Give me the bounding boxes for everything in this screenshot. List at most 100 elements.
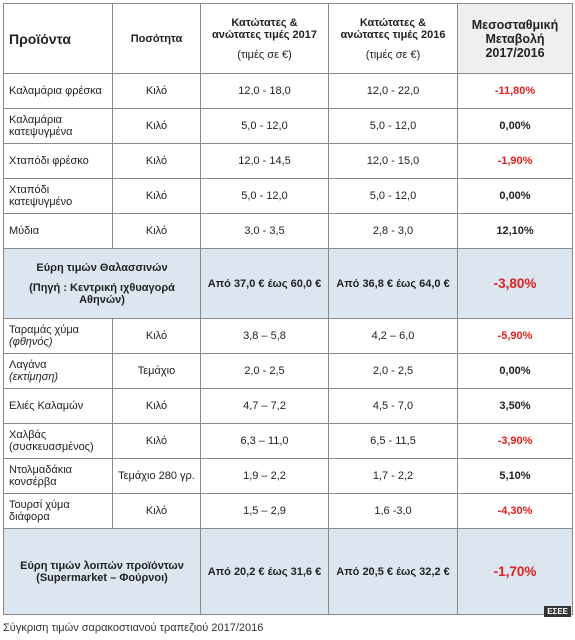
item-row: Μύδια Κιλό 3,0 - 3,5 2,8 - 3,0 12,10% bbox=[3, 213, 573, 249]
range-2016-cell: Από 20,5 € έως 32,2 € bbox=[328, 528, 458, 615]
range-2016-cell: Από 36,8 € έως 64,0 € bbox=[328, 248, 458, 319]
unit-text: (τιμές σε €) bbox=[365, 48, 421, 61]
range-2016-cell: 12,0 - 15,0 bbox=[328, 143, 458, 179]
header-cell: Προϊόντα bbox=[3, 3, 113, 74]
product-cell: Καλαμάρια κατεψυγμένα bbox=[3, 108, 113, 144]
item-row: Λαγάνα (εκτίμηση) Τεμάχιο 2,0 - 2,5 2,0 - 2,… bbox=[3, 353, 573, 389]
header-text: Κατώτατες & ανώτατες τιμές 2017 bbox=[211, 16, 318, 41]
item-row: Ταραμάς χύμα (φθηνός) Κιλό 3,8 – 5,8 4,2 – 6… bbox=[3, 318, 573, 354]
product-name: Καλαμάρια κατεψυγμένα bbox=[9, 114, 73, 138]
range-2016-cell: 5,0 - 12,0 bbox=[328, 108, 458, 144]
change-cell: 0,00% bbox=[457, 108, 573, 144]
item-row: Τουρσί χύμα διάφορα Κιλό 1,5 – 2,9 1,6 -3,0… bbox=[3, 493, 573, 529]
change-cell: -3,90% bbox=[457, 423, 573, 459]
product-cell: Καλαμάρια φρέσκα bbox=[3, 73, 113, 109]
summary-label: Εύρη τιμών λοιπών προϊόντων (Supermarket… bbox=[20, 559, 184, 584]
unit-text: (τιμές σε €) bbox=[237, 48, 292, 61]
product-name: Λαγάνα bbox=[9, 359, 47, 371]
product-note: (εκτίμηση) bbox=[9, 371, 59, 383]
product-cell: Χταπόδι κατεψυγμένο bbox=[3, 178, 113, 214]
summary-label-cell: Εύρη τιμών λοιπών προϊόντων (Supermarket… bbox=[3, 528, 201, 615]
product-name: Καλαμάρια φρέσκα bbox=[9, 85, 102, 97]
change-cell: -1,70% bbox=[457, 528, 573, 615]
product-cell: Ελιές Καλαμών bbox=[3, 388, 113, 424]
table-header: Προϊόντα Ποσότητα Κατώτατες & ανώτατες τ… bbox=[3, 3, 573, 74]
change-cell: 0,00% bbox=[457, 178, 573, 214]
range-2017-cell: 6,3 – 11,0 bbox=[200, 423, 329, 459]
header-cell: Κατώτατες & ανώτατες τιμές 2016 (τιμές σε… bbox=[328, 3, 458, 74]
change-cell: -5,90% bbox=[457, 318, 573, 354]
product-name: Ελιές Καλαμών bbox=[9, 400, 84, 412]
item-row: Καλαμάρια κατεψυγμένα Κιλό 5,0 - 12,0 5,0 -… bbox=[3, 108, 573, 144]
product-cell: Χταπόδι φρέσκο bbox=[3, 143, 113, 179]
product-cell: Τουρσί χύμα διάφορα bbox=[3, 493, 113, 529]
range-2016-cell: 12,0 - 22,0 bbox=[328, 73, 458, 109]
range-2017-cell: 1,5 – 2,9 bbox=[200, 493, 329, 529]
header-cell: Μεσοσταθμική Μεταβολή 2017/2016 bbox=[457, 3, 573, 74]
item-row: Χαλβάς (συσκευασμένος) Κιλό 6,3 – 11,0 6,5 … bbox=[3, 423, 573, 459]
quantity-cell: Κιλό bbox=[112, 143, 201, 179]
summary-row: Εύρη τιμών λοιπών προϊόντων (Supermarket… bbox=[3, 528, 573, 615]
quantity-cell: Κιλό bbox=[112, 318, 201, 354]
product-name: Μύδια bbox=[9, 225, 40, 237]
range-2017-cell: 1,9 – 2,2 bbox=[200, 458, 329, 494]
change-cell: -1,90% bbox=[457, 143, 573, 179]
change-cell: 3,50% bbox=[457, 388, 573, 424]
quantity-cell: Κιλό bbox=[112, 73, 201, 109]
change-cell: -4,30% bbox=[457, 493, 573, 529]
quantity-cell: Κιλό bbox=[112, 423, 201, 459]
range-2017-cell: 2,0 - 2,5 bbox=[200, 353, 329, 389]
quantity-cell: Τεμάχιο 280 γρ. bbox=[112, 458, 201, 494]
quantity-cell: Κιλό bbox=[112, 493, 201, 529]
range-2017-cell: 5,0 - 12,0 bbox=[200, 178, 329, 214]
range-2017-cell: 3,0 - 3,5 bbox=[200, 213, 329, 249]
header-cell: Κατώτατες & ανώτατες τιμές 2017 (τιμές σε… bbox=[200, 3, 329, 74]
product-note: (φθηνός) bbox=[9, 336, 53, 348]
price-table: Προϊόντα Ποσότητα Κατώτατες & ανώτατες τ… bbox=[3, 3, 573, 615]
product-name: Χταπόδι φρέσκο bbox=[9, 155, 89, 167]
range-2017-cell: 4,7 – 7,2 bbox=[200, 388, 329, 424]
summary-label-cell: Εύρη τιμών Θαλασσινών (Πηγή : Κεντρική ιχ… bbox=[3, 248, 201, 319]
range-2017-cell: Από 37,0 € έως 60,0 € bbox=[200, 248, 329, 319]
quantity-cell: Κιλό bbox=[112, 108, 201, 144]
product-name: Ταραμάς χύμα bbox=[9, 324, 80, 336]
summary-source: (Πηγή : Κεντρική ιχθυαγορά Αθηνών) bbox=[29, 281, 175, 306]
product-cell: Ντολμαδάκια κονσέρβα bbox=[3, 458, 113, 494]
item-row: Ελιές Καλαμών Κιλό 4,7 – 7,2 4,5 - 7,0 3,50% bbox=[3, 388, 573, 424]
header-row: Προϊόντα Ποσότητα Κατώτατες & ανώτατες τ… bbox=[3, 3, 573, 74]
range-2017-cell: Από 20,2 € έως 31,6 € bbox=[200, 528, 329, 615]
range-2016-cell: 6,5 - 11,5 bbox=[328, 423, 458, 459]
range-2016-cell: 2,8 - 3,0 bbox=[328, 213, 458, 249]
product-cell: Μύδια bbox=[3, 213, 113, 249]
product-name: Τουρσί χύμα διάφορα bbox=[9, 499, 70, 523]
range-2016-cell: 5,0 - 12,0 bbox=[328, 178, 458, 214]
range-2016-cell: 4,2 – 6,0 bbox=[328, 318, 458, 354]
change-cell: -11,80% bbox=[457, 73, 573, 109]
range-2017-cell: 12,0 - 14,5 bbox=[200, 143, 329, 179]
item-row: Καλαμάρια φρέσκα Κιλό 12,0 - 18,0 12,0 - 22… bbox=[3, 73, 573, 109]
item-row: Ντολμαδάκια κονσέρβα Τεμάχιο 280 γρ. 1,9 –… bbox=[3, 458, 573, 494]
change-cell: 0,00% bbox=[457, 353, 573, 389]
quantity-cell: Τεμάχιο bbox=[112, 353, 201, 389]
range-2017-cell: 3,8 – 5,8 bbox=[200, 318, 329, 354]
quantity-cell: Κιλό bbox=[112, 213, 201, 249]
range-2017-cell: 12,0 - 18,0 bbox=[200, 73, 329, 109]
product-name: Ντολμαδάκια κονσέρβα bbox=[9, 464, 73, 488]
change-cell: 5,10% bbox=[457, 458, 573, 494]
range-2016-cell: 1,7 - 2,2 bbox=[328, 458, 458, 494]
product-cell: Ταραμάς χύμα (φθηνός) bbox=[3, 318, 113, 354]
product-cell: Λαγάνα (εκτίμηση) bbox=[3, 353, 113, 389]
quantity-cell: Κιλό bbox=[112, 178, 201, 214]
summary-label: Εύρη τιμών Θαλασσινών bbox=[36, 261, 168, 274]
range-2016-cell: 1,6 -3,0 bbox=[328, 493, 458, 529]
item-row: Χταπόδι κατεψυγμένο Κιλό 5,0 - 12,0 5,0 - 1… bbox=[3, 178, 573, 214]
range-2016-cell: 4,5 - 7,0 bbox=[328, 388, 458, 424]
product-cell: Χαλβάς (συσκευασμένος) bbox=[3, 423, 113, 459]
header-text: Κατώτατες & ανώτατες τιμές 2016 bbox=[340, 16, 446, 41]
change-cell: -3,80% bbox=[457, 248, 573, 319]
item-row: Χταπόδι φρέσκο Κιλό 12,0 - 14,5 12,0 - 15,0… bbox=[3, 143, 573, 179]
badge: ΕΣΕΕ bbox=[544, 606, 571, 617]
